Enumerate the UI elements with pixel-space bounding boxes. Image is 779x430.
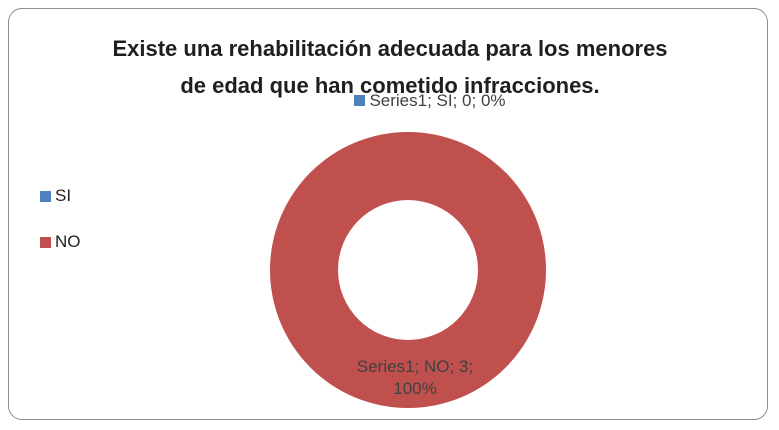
legend-item: SI — [40, 186, 71, 206]
donut-slice — [270, 132, 546, 408]
chart-title: Existe una rehabilitación adecuada para … — [112, 36, 668, 98]
legend-item: NO — [40, 232, 81, 252]
data-label: Series1; SI; 0; 0% — [345, 90, 515, 112]
data-label-text: Series1; SI; 0; 0% — [369, 91, 506, 110]
data-label: Series1; NO; 3; 100% — [356, 357, 474, 398]
legend-swatch — [40, 190, 51, 202]
legend-label: SI — [55, 186, 72, 205]
chart-frame — [8, 8, 768, 420]
label-key — [354, 95, 366, 106]
legend-swatch — [40, 236, 51, 248]
legend-label: NO — [55, 232, 81, 251]
